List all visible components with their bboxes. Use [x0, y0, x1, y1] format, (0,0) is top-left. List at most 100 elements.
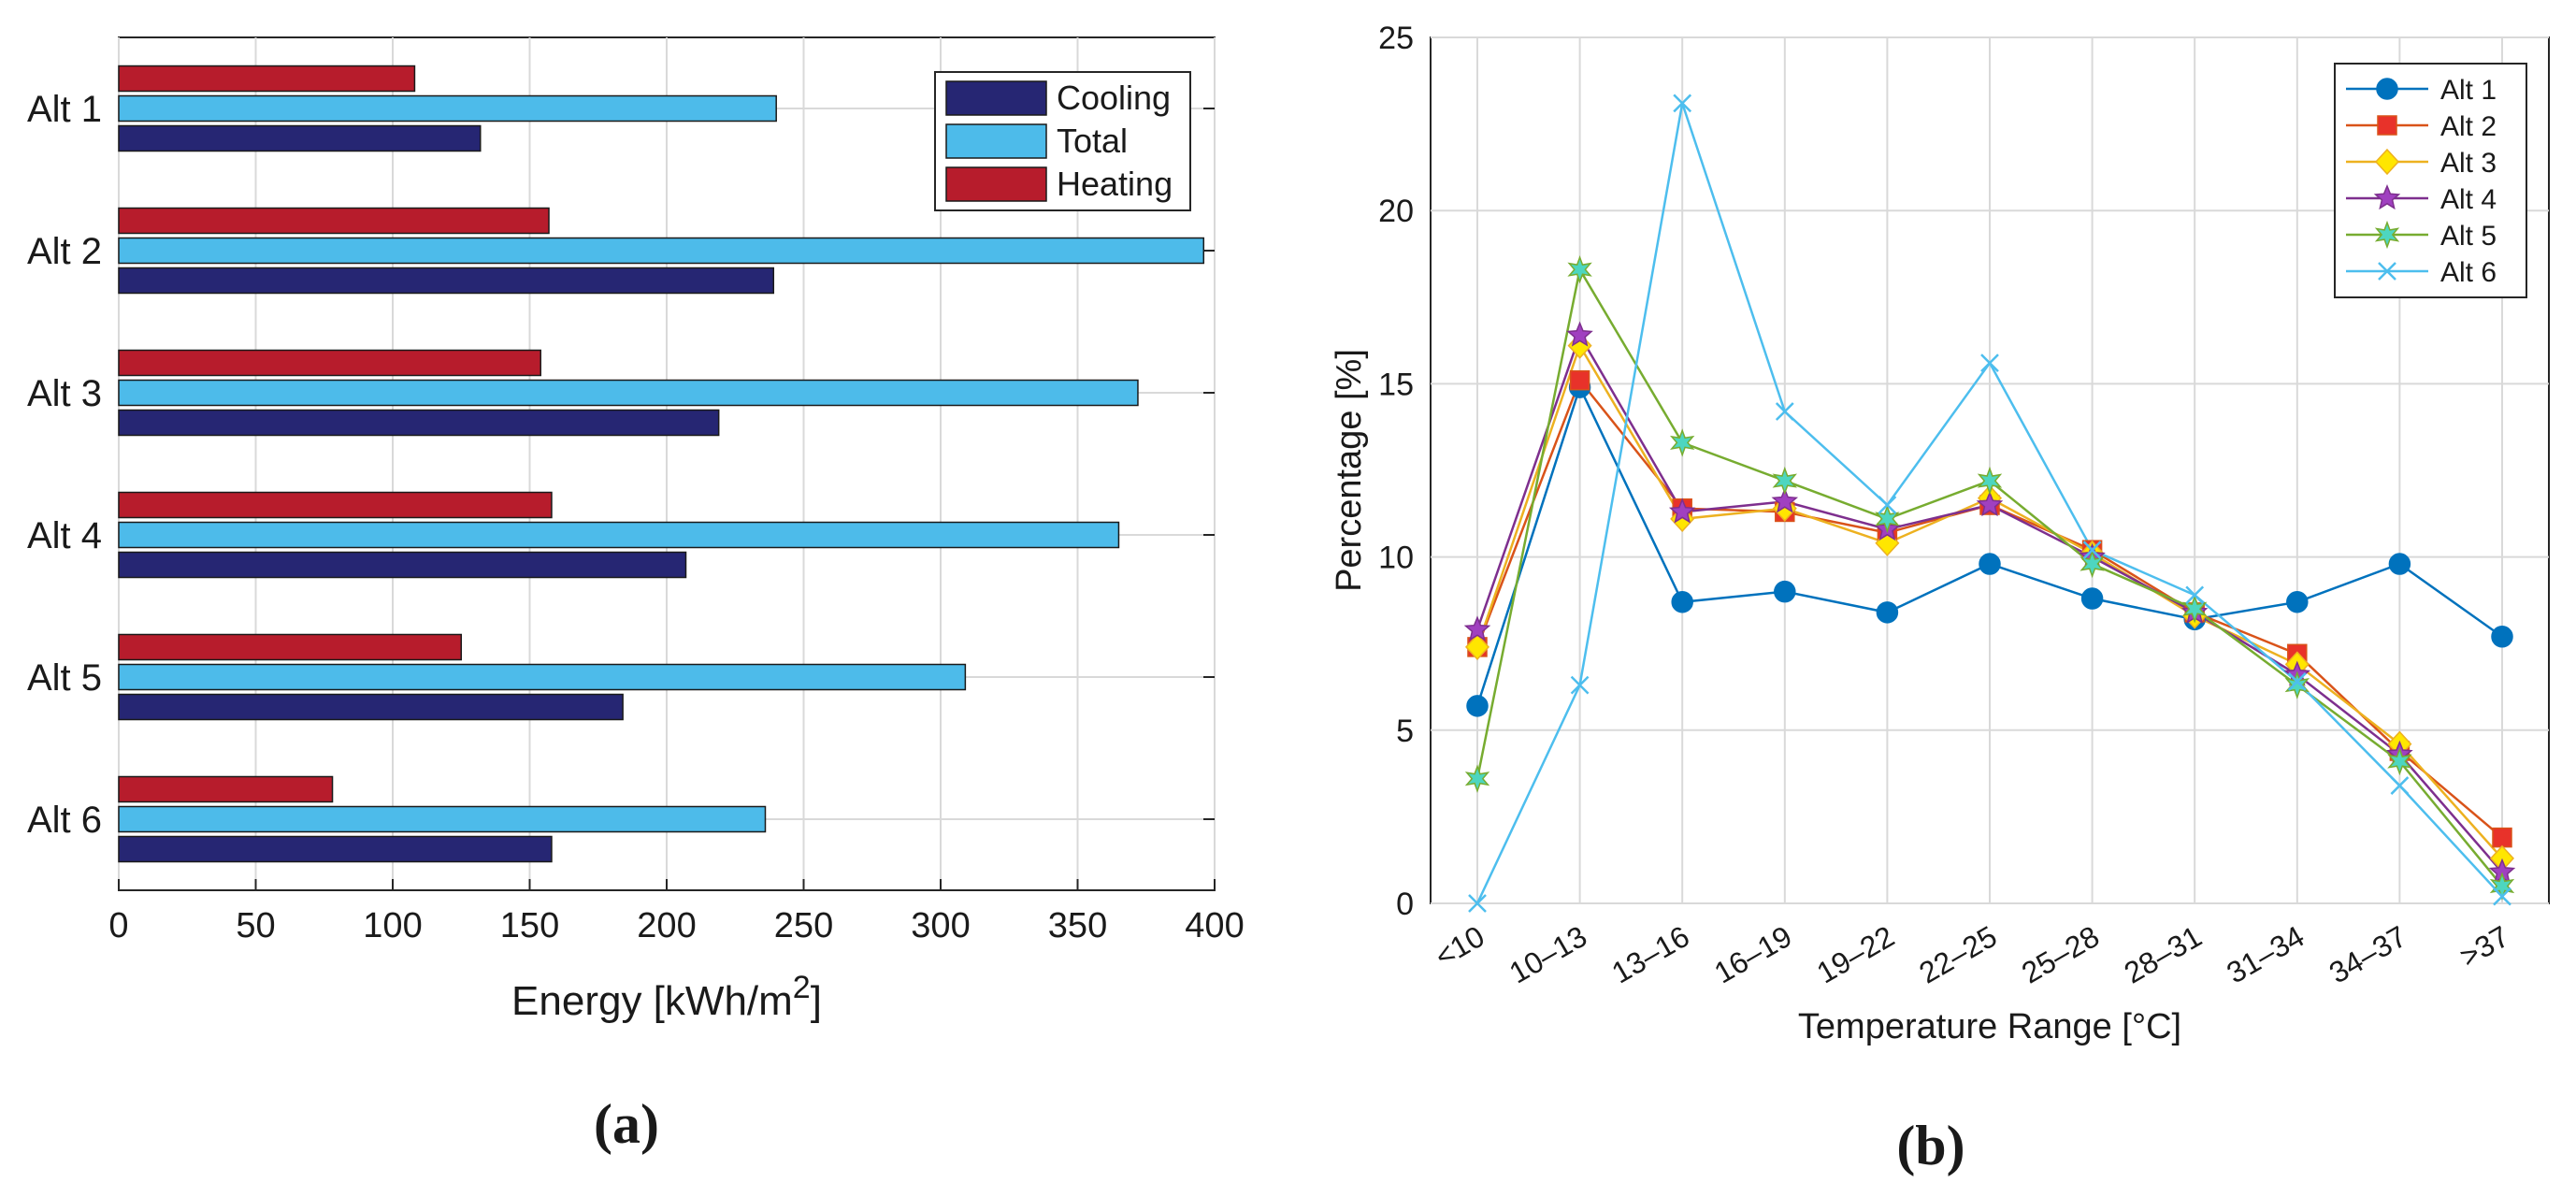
y-tick-label: 0: [1396, 887, 1414, 922]
point-alt-5-4: [1875, 504, 1900, 534]
point-alt-1-5: [1979, 553, 2001, 575]
point-alt-5-0: [1464, 764, 1490, 793]
y-tick-label: 5: [1396, 714, 1414, 749]
point-alt-2-1: [1569, 369, 1590, 391]
x-tick-label: 250: [774, 906, 833, 945]
legend-label-cooling: Cooling: [1057, 79, 1171, 117]
point-alt-6-2: [1673, 94, 1692, 113]
legend-label-heating: Heating: [1057, 165, 1173, 203]
legend-marker-alt-2: [2377, 115, 2397, 136]
bar-total-alt-2: [118, 237, 1205, 265]
point-alt-1-9: [2388, 553, 2411, 575]
point-alt-6-0-stroke-b: [1468, 894, 1487, 913]
legend-swatch-total: [945, 123, 1047, 159]
point-alt-4-2: [1668, 498, 1696, 524]
point-alt-1-10: [2491, 626, 2513, 648]
bar-cooling-alt-2: [118, 267, 775, 295]
point-alt-6-7: [2185, 585, 2205, 605]
legend-marker-alt-5: [2374, 220, 2400, 250]
x-tick-label-7: 28–31: [2119, 919, 2208, 990]
panel-a-x-axis-label: Energy [kWh/m2]: [511, 970, 822, 1024]
bar-total-alt-4: [118, 521, 1120, 549]
legend-marker-alt-3: [2374, 148, 2400, 176]
y-tick-label-alt-5: Alt 5: [27, 657, 102, 699]
point-alt-5-6: [2080, 549, 2105, 579]
legend-label-alt-1: Alt 1: [2440, 75, 2497, 106]
point-alt-6-4: [1878, 496, 1897, 514]
point-alt-6-10: [2493, 887, 2511, 906]
y-tick-label-alt-4: Alt 4: [27, 515, 102, 556]
x-tick-label: 300: [911, 906, 970, 945]
point-alt-6-3: [1775, 402, 1794, 421]
point-alt-6-10-stroke-b: [2493, 887, 2511, 906]
legend-label-alt-3: Alt 3: [2440, 148, 2497, 179]
bar-heating-alt-2: [118, 207, 550, 235]
x-tick-label: 350: [1048, 906, 1107, 945]
legend-label-alt-4: Alt 4: [2440, 184, 2497, 215]
y-tick-label-alt-1: Alt 1: [27, 89, 102, 130]
panel-a-label: (a): [594, 1093, 659, 1155]
panel-b-label: (b): [1896, 1115, 1964, 1176]
panel-b-temperature-line-chart: 0 5 10 15 20 25 <10 10–13 13–16 16–19 19–22 22–25 25…: [1330, 21, 2550, 1176]
point-alt-1-3: [1774, 580, 1796, 603]
bar-cooling-alt-3: [118, 409, 720, 437]
point-alt-5-7: [2182, 595, 2208, 624]
point-alt-5-8: [2284, 671, 2310, 699]
point-alt-6-5: [1980, 353, 1999, 373]
x-tick-label: 200: [637, 906, 696, 945]
point-alt-6-8-stroke-b: [2287, 672, 2307, 691]
x-tick-label: 100: [363, 906, 422, 945]
x-tick-label: 50: [236, 906, 275, 945]
point-alt-1-4: [1876, 601, 1899, 624]
x-tick-label: 0: [108, 906, 128, 945]
point-alt-4-0: [1463, 615, 1491, 642]
legend-marker-alt-6-stroke-b: [2378, 262, 2396, 281]
bar-heating-alt-4: [118, 491, 553, 519]
x-tick-label-0: <10: [1429, 919, 1489, 973]
point-alt-5-10: [2489, 872, 2515, 901]
legend-marker-alt-6: [2378, 262, 2396, 281]
point-alt-3-0: [1464, 633, 1490, 661]
x-tick-label: 150: [500, 906, 559, 945]
point-alt-6-4-stroke-b: [1878, 496, 1897, 514]
x-tick-label-9: 34–37: [2324, 919, 2412, 990]
point-alt-4-1: [1566, 321, 1593, 347]
y-tick-label: 15: [1378, 367, 1414, 402]
x-tick-label-4: 19–22: [1811, 919, 1900, 990]
point-alt-1-8: [2286, 591, 2309, 613]
point-alt-5-5: [1977, 466, 2003, 496]
point-alt-5-9: [2387, 746, 2412, 776]
legend-label-alt-6: Alt 6: [2440, 257, 2497, 288]
point-alt-6-6: [2082, 541, 2102, 560]
panel-b-y-axis-label: Percentage [%]: [1330, 349, 1369, 592]
point-alt-6-6-stroke-b: [2082, 541, 2102, 560]
x-tick-label-1: 10–13: [1504, 919, 1592, 990]
bar-cooling-alt-5: [118, 693, 624, 721]
point-alt-6-9-stroke-b: [2390, 776, 2410, 795]
panel-a-bars: [118, 65, 1205, 863]
x-tick-label-2: 13–16: [1606, 919, 1695, 990]
point-alt-5-3: [1772, 466, 1797, 496]
y-tick-label: 25: [1378, 21, 1414, 56]
x-tick-label: 400: [1185, 906, 1244, 945]
y-tick-label: 10: [1378, 541, 1414, 576]
bar-total-alt-6: [118, 805, 767, 833]
legend-marker-alt-1: [2376, 78, 2398, 100]
legend-label-alt-5: Alt 5: [2440, 221, 2497, 252]
panel-b-legend: Alt 1 Alt 2 Alt 3 Alt 4 Alt 5 Alt 6: [2334, 63, 2527, 298]
point-alt-6-5-stroke-b: [1980, 353, 1999, 373]
panel-b-x-axis-label: Temperature Range [°C]: [1798, 1007, 2181, 1046]
point-alt-5-1: [1567, 255, 1592, 284]
legend-marker-alt-4: [2373, 184, 2401, 210]
x-tick-label-3: 16–19: [1708, 919, 1797, 990]
legend-swatch-heating: [945, 166, 1047, 202]
point-alt-5-2: [1669, 428, 1695, 457]
panel-a-tick-labels: 0 50 100 150 200 250 300 350 400 Alt 1 Alt 2 Alt 3 A…: [27, 89, 1245, 945]
point-alt-6-8: [2287, 672, 2307, 691]
legend-label-alt-2: Alt 2: [2440, 111, 2497, 142]
point-alt-6-1-stroke-b: [1570, 675, 1590, 695]
point-alt-6-3-stroke-b: [1775, 402, 1794, 421]
panel-a-energy-bar-chart: 0 50 100 150 200 250 300 350 400 Alt 1 Alt 2 Alt 3 A…: [27, 36, 1245, 1155]
bar-heating-alt-5: [118, 633, 462, 661]
bar-total-alt-1: [118, 94, 777, 123]
